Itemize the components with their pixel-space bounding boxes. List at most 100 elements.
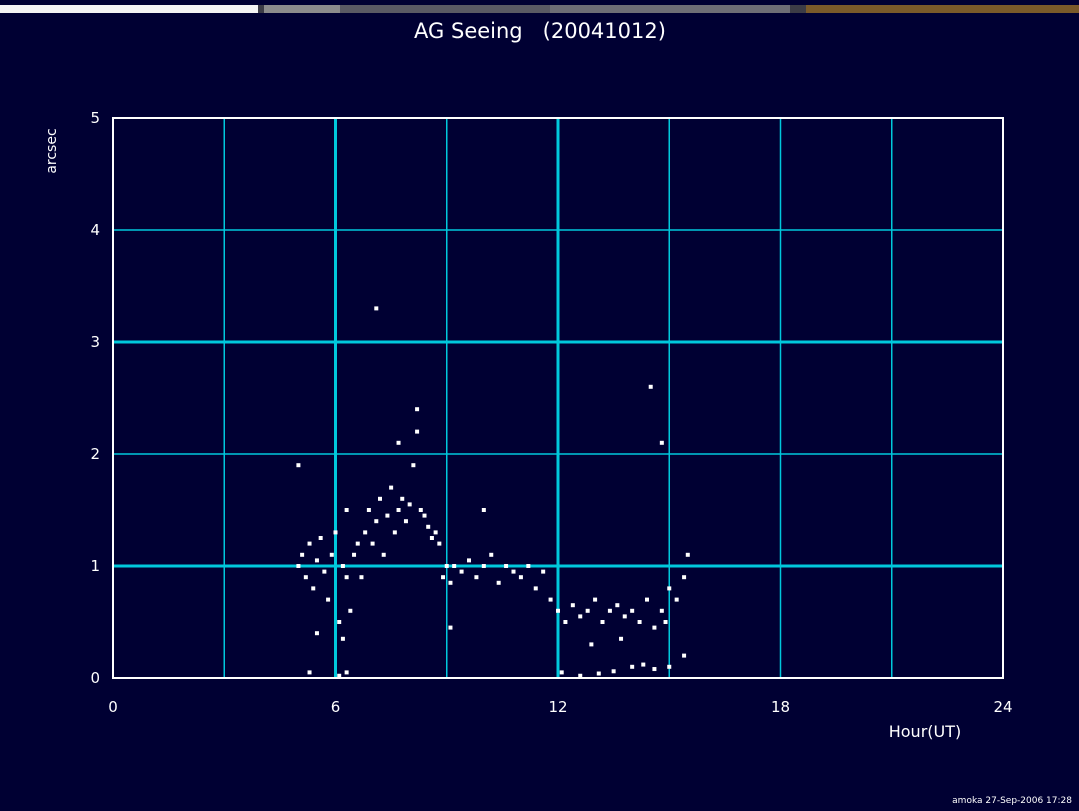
data-point bbox=[352, 552, 357, 557]
data-point bbox=[344, 670, 349, 675]
data-point bbox=[344, 508, 349, 512]
grid-lines bbox=[113, 118, 1003, 678]
data-point bbox=[307, 541, 312, 546]
data-point bbox=[548, 597, 553, 602]
data-point bbox=[337, 673, 342, 678]
data-point bbox=[303, 575, 308, 580]
data-point bbox=[355, 541, 360, 546]
data-point bbox=[378, 496, 382, 501]
data-point bbox=[607, 608, 612, 613]
data-point bbox=[533, 586, 538, 591]
data-point bbox=[585, 608, 590, 613]
data-point bbox=[611, 669, 616, 674]
data-point bbox=[385, 513, 390, 518]
data-point bbox=[314, 631, 319, 636]
data-point bbox=[630, 608, 635, 613]
data-point bbox=[392, 530, 397, 535]
data-point bbox=[541, 569, 546, 574]
data-point bbox=[307, 670, 312, 675]
data-point bbox=[474, 575, 479, 580]
y-axis-label: arcsec bbox=[44, 128, 60, 173]
data-point bbox=[396, 508, 401, 512]
x-axis-label: Hour(UT) bbox=[889, 722, 962, 741]
data-point bbox=[296, 564, 301, 568]
data-point bbox=[667, 664, 672, 669]
data-point bbox=[318, 536, 323, 540]
data-point bbox=[374, 306, 379, 311]
data-point bbox=[415, 407, 420, 412]
data-point bbox=[381, 552, 386, 557]
data-point bbox=[630, 664, 635, 669]
chart-title: AG Seeing (20041012) bbox=[414, 19, 666, 43]
data-point bbox=[682, 575, 687, 580]
data-point bbox=[563, 620, 568, 624]
data-point bbox=[467, 558, 471, 563]
data-point bbox=[559, 670, 564, 675]
data-point bbox=[518, 575, 523, 580]
data-point bbox=[337, 620, 342, 624]
data-point bbox=[448, 625, 453, 630]
y-tick-label: 0 bbox=[90, 669, 100, 687]
x-tick-label: 24 bbox=[993, 698, 1012, 716]
data-point bbox=[667, 586, 672, 591]
data-point bbox=[663, 620, 668, 624]
data-point bbox=[589, 642, 594, 647]
data-point bbox=[578, 614, 583, 619]
data-point bbox=[433, 530, 438, 535]
data-point bbox=[389, 485, 394, 490]
x-tick-label: 18 bbox=[771, 698, 790, 716]
y-tick-label: 3 bbox=[90, 333, 100, 351]
data-point bbox=[296, 463, 301, 468]
data-point bbox=[441, 575, 446, 580]
y-tick-label: 5 bbox=[90, 109, 100, 127]
data-point bbox=[556, 608, 560, 613]
data-point bbox=[652, 667, 657, 672]
footer-timestamp: amoka 27-Sep-2006 17:28 bbox=[952, 796, 1072, 806]
y-tick-label: 1 bbox=[90, 557, 100, 575]
data-point bbox=[459, 569, 464, 574]
data-point bbox=[329, 552, 334, 557]
data-point bbox=[481, 508, 486, 512]
data-point bbox=[648, 384, 653, 389]
data-point bbox=[659, 608, 664, 613]
data-point bbox=[359, 575, 364, 580]
x-tick-label: 6 bbox=[331, 698, 341, 716]
data-point bbox=[429, 536, 434, 540]
data-point bbox=[322, 569, 327, 574]
y-tick-label: 4 bbox=[90, 221, 100, 239]
data-point bbox=[340, 564, 345, 568]
data-point bbox=[333, 530, 338, 535]
data-point bbox=[481, 564, 486, 568]
data-point bbox=[437, 541, 442, 546]
data-point bbox=[363, 530, 368, 535]
data-point bbox=[400, 496, 405, 501]
data-point bbox=[652, 625, 657, 630]
data-point bbox=[300, 552, 305, 557]
data-point bbox=[645, 597, 649, 602]
data-point bbox=[674, 597, 679, 602]
y-tick-label: 2 bbox=[90, 445, 100, 463]
data-point bbox=[448, 580, 453, 585]
x-tick-label: 0 bbox=[108, 698, 118, 716]
data-point bbox=[422, 513, 427, 518]
data-point bbox=[685, 552, 690, 557]
data-points bbox=[296, 306, 690, 678]
data-point bbox=[340, 636, 345, 641]
data-point bbox=[526, 564, 531, 568]
data-point bbox=[619, 636, 624, 641]
x-tick-labels: 0 6 12 18 24 bbox=[108, 698, 1012, 716]
data-point bbox=[596, 671, 601, 676]
data-point bbox=[311, 586, 316, 591]
plot-frame bbox=[112, 117, 1004, 679]
data-point bbox=[366, 508, 371, 512]
data-point bbox=[641, 662, 646, 667]
data-point bbox=[348, 608, 353, 613]
data-point bbox=[511, 569, 516, 574]
data-point bbox=[426, 524, 431, 529]
data-point bbox=[403, 519, 408, 524]
data-point bbox=[415, 429, 420, 434]
data-point bbox=[578, 673, 583, 678]
data-point bbox=[504, 564, 509, 568]
data-point bbox=[314, 558, 319, 563]
